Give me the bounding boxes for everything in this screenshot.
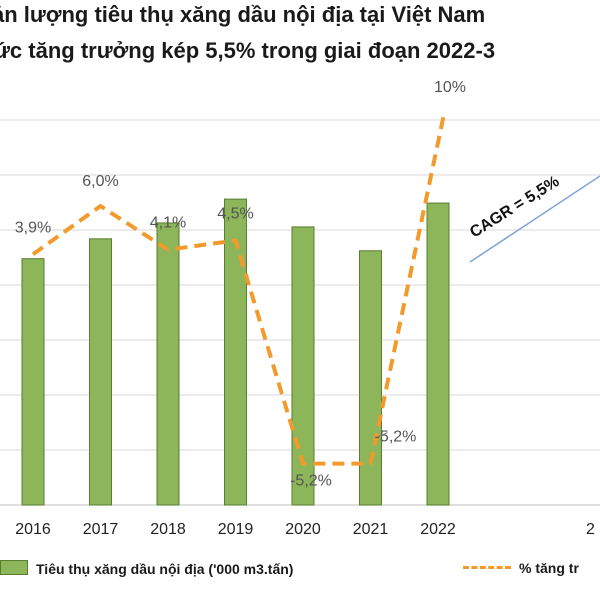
line-data-label-2019: 4,5% — [217, 206, 253, 223]
bar-2018 — [156, 222, 180, 506]
bar-2022 — [426, 202, 450, 506]
legend-swatch-bar — [0, 560, 28, 575]
bar-2019 — [224, 198, 247, 506]
legend-label-bar: Tiêu thụ xăng dầu nội địa ('000 m3.tấn) — [36, 561, 294, 577]
x-tick-label-2016: 2016 — [15, 521, 51, 538]
legend-item-bar: Tiêu thụ xăng dầu nội địa ('000 m3.tấn) — [0, 560, 293, 577]
line-data-label-2018: 4,1% — [150, 215, 186, 232]
x-tick-label-2020: 2020 — [285, 521, 321, 538]
bar-2020 — [291, 226, 315, 506]
label-leader-2021 — [378, 432, 388, 438]
cagr-label: CAGR = 5,5% — [467, 173, 562, 241]
legend-item-line: % tăng tr — [463, 560, 579, 576]
x-tick-label-2017: 2017 — [83, 521, 119, 538]
bar-2021 — [359, 250, 382, 506]
line-data-label-2020: -5,2% — [290, 473, 332, 490]
cagr-arrow — [469, 175, 600, 263]
line-data-label-2022: 10% — [434, 79, 466, 96]
line-data-label-2021: -5,2% — [375, 429, 417, 446]
legend-label-line: % tăng tr — [519, 560, 579, 576]
legend-swatch-line — [463, 566, 511, 569]
bar-2017 — [89, 238, 112, 506]
x-tick-label-2022: 2022 — [420, 521, 456, 538]
chart-title-line-1: ản lượng tiêu thụ xăng dầu nội địa tại V… — [0, 2, 486, 27]
line-series-growth — [31, 113, 446, 466]
bar-2016 — [21, 258, 45, 506]
x-tick-label-2021: 2021 — [353, 521, 389, 538]
x-tick-label-2018: 2018 — [150, 521, 186, 538]
x-tick-label-2019: 2019 — [218, 521, 254, 538]
chart-title-line-2: ức tăng trưởng kép 5,5% trong giai đoạn … — [0, 38, 496, 63]
line-data-label-2017: 6,0% — [82, 173, 118, 190]
x-tick-label-partial: 2 — [586, 521, 595, 538]
line-data-label-2016: 3,9% — [15, 219, 51, 236]
